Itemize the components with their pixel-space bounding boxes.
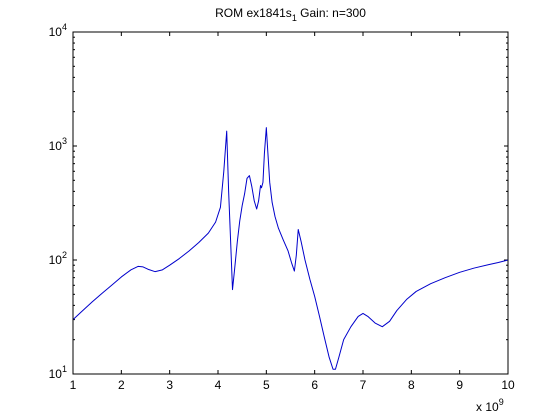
y-tick-base: 10 (49, 25, 63, 39)
x-exponent-power: 9 (499, 397, 504, 407)
y-tick-label: 104 (49, 22, 67, 39)
y-tick-power: 1 (62, 364, 67, 374)
chart-title-subscript: 1 (292, 13, 297, 23)
series-layer (72, 127, 509, 370)
chart-title-main: ROM ex1841s (215, 6, 292, 20)
x-tick-label: 8 (408, 378, 415, 392)
plot-frame (72, 31, 509, 375)
x-tick-label: 2 (118, 378, 125, 392)
y-tick-power: 2 (62, 250, 67, 260)
series-line (72, 127, 509, 370)
y-tick-label: 101 (49, 364, 67, 381)
x-tick-label: 1 (70, 378, 77, 392)
x-exponent-label: x 109 (476, 397, 504, 414)
plot-area (73, 32, 508, 374)
y-tick-label: 103 (49, 136, 67, 153)
x-tick-label: 3 (166, 378, 173, 392)
chart-title-suffix: Gain: n=300 (297, 6, 366, 20)
y-tick-label: 102 (49, 250, 67, 267)
x-tick-label: 10 (501, 378, 515, 392)
y-tick-power: 3 (62, 136, 67, 146)
chart-title: ROM ex1841s1 Gain: n=300 (215, 6, 366, 23)
x-tick-label: 7 (360, 378, 367, 392)
x-tick-label: 5 (263, 378, 270, 392)
y-tick-base: 10 (49, 139, 63, 153)
x-exponent-base: x 10 (476, 400, 499, 414)
x-tick-label: 6 (311, 378, 318, 392)
y-tick-base: 10 (49, 253, 63, 267)
x-tick-label: 9 (456, 378, 463, 392)
x-tick-label: 4 (215, 378, 222, 392)
y-tick-power: 4 (62, 22, 67, 32)
y-tick-base: 10 (49, 367, 63, 381)
